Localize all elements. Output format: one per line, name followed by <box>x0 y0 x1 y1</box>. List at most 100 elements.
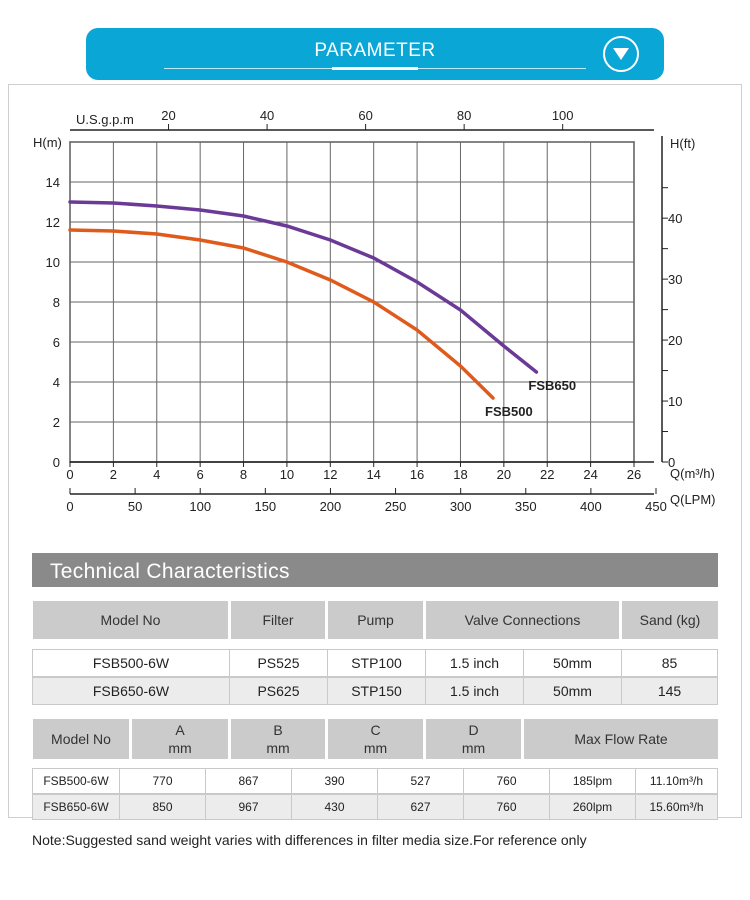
th-b-unit: mm <box>266 740 290 756</box>
ft-tick-label: 30 <box>668 272 682 287</box>
lpm-tick-label: 400 <box>580 499 602 514</box>
y-left-axis-label: H(m) <box>33 135 62 150</box>
lpm-tick-label: 350 <box>515 499 537 514</box>
th-model-no: Model No <box>33 719 129 759</box>
cell-filter: PS525 <box>229 650 327 676</box>
cell-a: 850 <box>119 795 205 819</box>
y-tick-label: 14 <box>46 175 60 190</box>
x-bottom2-axis-label: Q(LPM) <box>670 492 716 507</box>
cell-filter: PS625 <box>229 678 327 704</box>
cell-e: 760 <box>463 795 549 819</box>
cell-e: 760 <box>463 769 549 793</box>
cell-sand: 85 <box>621 650 717 676</box>
x-tick-label: 6 <box>197 467 204 482</box>
cell-model: FSB650-6W <box>43 800 109 814</box>
x-bottom-axis-label: Q(m³/h) <box>670 466 715 481</box>
x-tick-label: 22 <box>540 467 554 482</box>
ft-tick-label: 40 <box>668 211 682 226</box>
ft-tick-label: 10 <box>668 394 682 409</box>
cell-model: FSB500-6W <box>43 774 109 788</box>
curve-fsb500 <box>68 228 495 400</box>
th-model-no: Model No <box>33 601 228 639</box>
x-top-axis-label: U.S.g.p.m <box>76 112 134 127</box>
x-tick-label: 20 <box>497 467 511 482</box>
lpm-tick-label: 450 <box>645 499 667 514</box>
th-sand: Sand (kg) <box>622 601 718 639</box>
x-tick-label: 16 <box>410 467 424 482</box>
th-d-unit: mm <box>461 740 486 756</box>
lpm-tick-label: 150 <box>254 499 276 514</box>
x-tick-label: 2 <box>110 467 117 482</box>
cell-d: 627 <box>377 795 463 819</box>
chevron-down-icon[interactable] <box>603 36 639 72</box>
curve-fsb650 <box>68 200 539 374</box>
th-pump: Pump <box>328 601 423 639</box>
cell-a: 770 <box>119 769 205 793</box>
y-tick-label: 2 <box>53 415 60 430</box>
cell-flow-m3h: 15.60m³/h <box>635 795 717 819</box>
gpm-tick-label: 20 <box>161 108 175 123</box>
y-tick-label: 0 <box>53 455 60 470</box>
cell-flow-lpm: 185lpm <box>549 769 635 793</box>
gpm-tick-label: 60 <box>358 108 372 123</box>
gpm-tick-label: 40 <box>260 108 274 123</box>
series-label-fsb500: FSB500 <box>485 404 533 419</box>
cell-flow-lpm: 260lpm <box>549 795 635 819</box>
th-max-flow-rate: Max Flow Rate <box>524 719 718 759</box>
lpm-tick-label: 200 <box>320 499 342 514</box>
cell-model: FSB650-6W <box>92 683 170 699</box>
x-tick-label: 0 <box>66 467 73 482</box>
cell-c: 430 <box>291 795 377 819</box>
footnote: Note:Suggested sand weight varies with d… <box>32 832 587 848</box>
cell-b: 967 <box>205 795 291 819</box>
th-d: D mm <box>426 719 521 759</box>
y-right-axis-label: H(ft) <box>670 136 695 151</box>
th-a-label: A <box>175 722 185 738</box>
cell-model: FSB500-6W <box>92 655 170 671</box>
cell-c: 390 <box>291 769 377 793</box>
th-a: A mm <box>132 719 228 759</box>
ft-tick-label: 20 <box>668 333 682 348</box>
lpm-tick-label: 250 <box>385 499 407 514</box>
table-row: FSB650-6W PS625 STP150 1.5 inch 50mm 145 <box>32 677 718 705</box>
banner-title: PARAMETER <box>314 40 436 61</box>
th-c-unit: mm <box>363 740 388 756</box>
ft-tick-label: 0 <box>668 455 675 470</box>
th-a-unit: mm <box>168 740 192 756</box>
x-tick-label: 18 <box>453 467 467 482</box>
series-label-fsb650: FSB650 <box>528 378 576 393</box>
cell-d: 527 <box>377 769 463 793</box>
pump-performance-chart: U.S.g.p.m H(m) H(ft) Q(m³/h) Q(LPM) FSB6… <box>33 108 716 514</box>
y-tick-label: 6 <box>53 335 60 350</box>
lpm-tick-label: 0 <box>66 499 73 514</box>
lpm-tick-label: 50 <box>128 499 142 514</box>
x-tick-label: 14 <box>366 467 380 482</box>
cell-b: 867 <box>205 769 291 793</box>
th-filter: Filter <box>231 601 325 639</box>
cell-flow-m3h: 11.10m³/h <box>635 769 717 793</box>
parameter-banner: PARAMETER <box>86 28 664 80</box>
th-c-label: C <box>370 722 381 738</box>
x-tick-label: 12 <box>323 467 337 482</box>
cell-pump: STP150 <box>327 678 425 704</box>
gpm-tick-label: 80 <box>457 108 471 123</box>
th-valve-connections: Valve Connections <box>426 601 619 639</box>
cell-valve-inch: 1.5 inch <box>425 650 523 676</box>
th-d-label: D <box>468 722 479 738</box>
cell-valve-mm: 50mm <box>523 650 621 676</box>
cell-pump: STP100 <box>327 650 425 676</box>
y-tick-label: 4 <box>53 375 60 390</box>
x-tick-label: 8 <box>240 467 247 482</box>
cell-sand: 145 <box>621 678 717 704</box>
y-tick-label: 8 <box>53 295 60 310</box>
y-tick-label: 10 <box>46 255 60 270</box>
x-tick-label: 4 <box>153 467 160 482</box>
th-c: C mm <box>328 719 423 759</box>
lpm-tick-label: 100 <box>189 499 211 514</box>
gpm-tick-label: 100 <box>552 108 574 123</box>
cell-valve-mm: 50mm <box>523 678 621 704</box>
x-tick-label: 24 <box>583 467 597 482</box>
th-b: B mm <box>231 719 325 759</box>
table-row: FSB500-6W 770 867 390 527 760 185lpm 11.… <box>32 768 718 794</box>
x-tick-label: 26 <box>627 467 641 482</box>
